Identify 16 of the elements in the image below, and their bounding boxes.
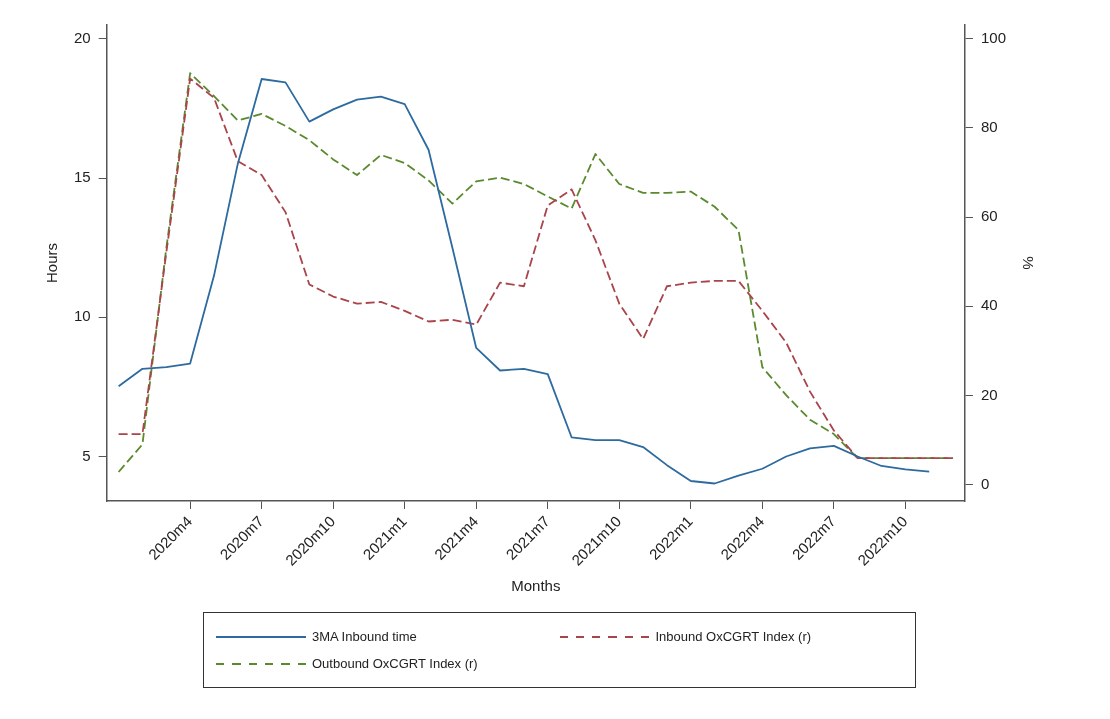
x-axis-title: Months	[511, 577, 561, 595]
legend-label: Inbound OxCGRT Index (r)	[655, 629, 812, 644]
y-tick-label: 15	[74, 168, 91, 186]
y2-tick-label: 40	[980, 296, 998, 314]
y2-axis-title: %	[1019, 256, 1037, 270]
y-tick-label: 5	[82, 446, 91, 464]
y2-tick-label: 100	[980, 28, 1006, 46]
y-axis-title: Hours	[43, 243, 61, 284]
y2-tick-label: 20	[980, 385, 998, 403]
y2-tick-label: 80	[980, 117, 998, 135]
legend-label: Outbound OxCGRT Index (r)	[312, 656, 478, 671]
legend-label: 3MA Inbound time	[312, 629, 417, 644]
y2-tick-label: 60	[980, 207, 998, 225]
y-tick-label: 10	[74, 307, 91, 325]
y-tick-label: 20	[74, 29, 91, 47]
y2-tick-label: 0	[980, 475, 990, 493]
